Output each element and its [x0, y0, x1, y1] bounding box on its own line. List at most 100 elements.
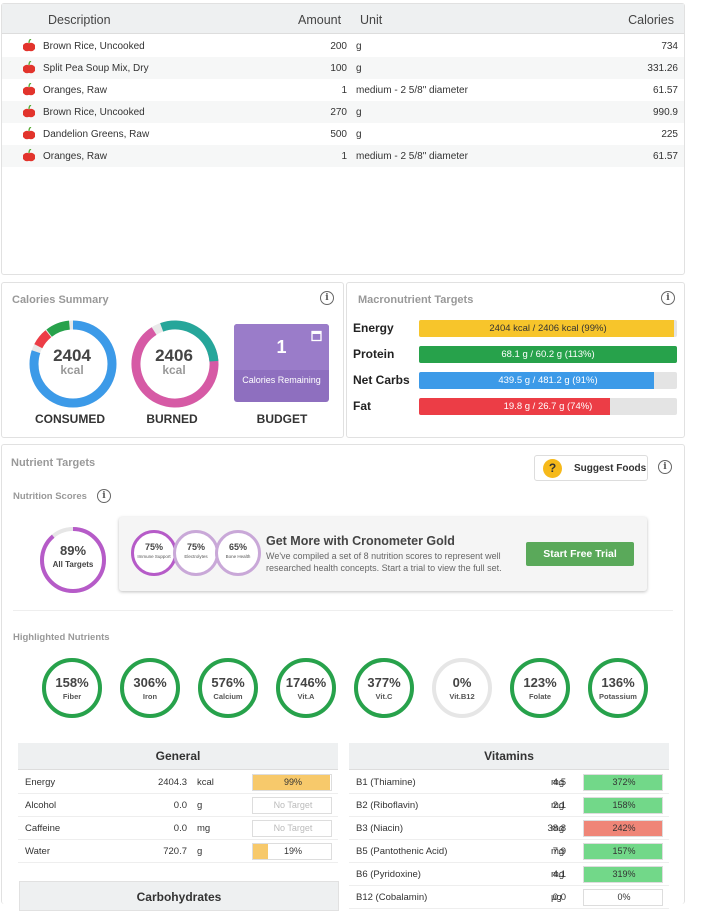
macro-bar[interactable]: 19.8 g / 26.7 g (74%)	[419, 398, 677, 415]
highlight-ring[interactable]: 0% Vit.B12	[431, 657, 493, 719]
highlight-ring[interactable]: 306% Iron	[119, 657, 181, 719]
burned-unit: kcal	[162, 363, 186, 377]
start-free-trial-button[interactable]: Start Free Trial	[526, 542, 634, 566]
col-unit[interactable]: Unit	[360, 13, 383, 27]
food-calories: 990.9	[652, 107, 678, 118]
diary-table: Description Amount Unit Calories Brown R…	[1, 3, 685, 275]
nutrient-row[interactable]: Water 720.7 g 19%	[18, 840, 338, 863]
macro-bar[interactable]: 439.5 g / 481.2 g (91%)	[419, 372, 677, 389]
all-targets-label: All Targets	[52, 560, 94, 569]
food-unit: medium - 2 5/8" diameter	[356, 151, 468, 162]
nutrient-progress-bar: 99%	[252, 774, 332, 791]
highlight-name: Folate	[528, 692, 552, 701]
highlight-ring[interactable]: 1746% Vit.A	[275, 657, 337, 719]
macro-label: Fat	[353, 399, 371, 413]
food-amount: 1	[341, 151, 347, 162]
nutrient-percent: 157%	[612, 846, 636, 856]
general-table: General Energy 2404.3 kcal 99% Alcohol 0.0 g No…	[18, 743, 338, 913]
nutrient-row[interactable]: B1 (Thiamine) 4.5 mg 372%	[349, 771, 669, 794]
highlighted-nutrients-title: Highlighted Nutrients	[13, 632, 110, 643]
col-amount[interactable]: Amount	[298, 13, 342, 27]
highlight-ring[interactable]: 576% Calcium	[197, 657, 259, 719]
macro-bar-text: 2404 kcal / 2406 kcal (99%)	[489, 323, 607, 334]
macro-label: Energy	[353, 321, 394, 335]
macro-bar-fill	[419, 320, 675, 337]
diary-row[interactable]: Dandelion Greens, Raw 500 g 225	[2, 123, 684, 145]
nutrient-progress-bar: 372%	[583, 774, 663, 791]
apple-icon	[22, 60, 36, 74]
nutrient-unit: g	[197, 800, 203, 811]
food-calories: 734	[661, 41, 678, 52]
nutrient-name: Water	[25, 846, 50, 857]
food-name: Brown Rice, Uncooked	[43, 107, 145, 118]
info-icon[interactable]: i	[658, 460, 672, 474]
food-name: Oranges, Raw	[43, 85, 107, 96]
col-calories[interactable]: Calories	[628, 13, 674, 27]
highlight-name: Fiber	[62, 692, 82, 701]
food-amount: 500	[330, 129, 347, 140]
nutrient-progress-bar: 19%	[252, 843, 332, 860]
nutrient-row[interactable]: B5 (Pantothenic Acid) 7.9 mg 157%	[349, 840, 669, 863]
nutrient-row[interactable]: Alcohol 0.0 g No Target	[18, 794, 338, 817]
highlight-ring[interactable]: 136% Potassium	[587, 657, 649, 719]
info-icon[interactable]: i	[97, 489, 111, 503]
diary-row[interactable]: Oranges, Raw 1 medium - 2 5/8" diameter 61.…	[2, 145, 684, 167]
burned-ring	[131, 320, 219, 408]
highlight-ring[interactable]: 158% Fiber	[41, 657, 103, 719]
nutrient-row[interactable]: B3 (Niacin) 38.8 mg 242%	[349, 817, 669, 840]
macro-bar-fill	[419, 372, 654, 389]
nutrient-unit: kcal	[197, 777, 214, 788]
info-icon[interactable]: i	[320, 291, 334, 305]
nutrient-unit: mg	[551, 869, 565, 880]
apple-icon	[22, 126, 36, 140]
consumed-value: 2404	[53, 346, 91, 365]
highlight-value: 306%	[133, 675, 167, 690]
info-icon[interactable]: i	[661, 291, 675, 305]
mini-score-value: 75%	[144, 542, 163, 552]
mini-score-label: Electrolytes	[184, 554, 208, 559]
highlight-name: Calcium	[213, 692, 243, 701]
gold-description: We've compiled a set of 8 nutrition scor…	[266, 551, 502, 573]
mini-score-ring: 75% Electrolytes	[173, 530, 219, 576]
nutrient-unit: mg	[197, 823, 211, 834]
col-description[interactable]: Description	[48, 13, 111, 27]
nutrient-row[interactable]: B2 (Riboflavin) 2.1 mg 158%	[349, 794, 669, 817]
nutrient-row[interactable]: Caffeine 0.0 mg No Target	[18, 817, 338, 840]
macro-targets-title: Macronutrient Targets	[358, 294, 474, 306]
macro-label: Net Carbs	[353, 373, 410, 387]
nutrient-row[interactable]: Energy 2404.3 kcal 99%	[18, 771, 338, 794]
nutrient-unit: µg	[551, 892, 562, 903]
suggest-foods-button[interactable]: ? Suggest Foods	[534, 455, 648, 481]
budget-card[interactable]: 1 Calories Remaining	[234, 324, 329, 402]
diary-row[interactable]: Split Pea Soup Mix, Dry 100 g 331.26	[2, 57, 684, 79]
nutrient-progress-fill	[253, 775, 331, 790]
nutrient-progress-bar: 0%	[583, 889, 663, 906]
all-targets-ring	[40, 527, 106, 593]
nutrient-progress-fill	[584, 798, 662, 813]
highlight-ring[interactable]: 123% Folate	[509, 657, 571, 719]
nutrient-percent: 242%	[612, 823, 636, 833]
diary-row[interactable]: Oranges, Raw 1 medium - 2 5/8" diameter 61.…	[2, 79, 684, 101]
nutrient-amount: 4.5	[552, 777, 566, 788]
diary-row[interactable]: Brown Rice, Uncooked 270 g 990.9	[2, 101, 684, 123]
diary-row[interactable]: Brown Rice, Uncooked 200 g 734	[2, 35, 684, 57]
food-amount: 1	[341, 85, 347, 96]
nutrient-targets-panel: Nutrient Targets ? Suggest Foods i Nutri…	[1, 444, 685, 911]
food-calories: 61.57	[652, 85, 678, 96]
macro-bar[interactable]: 68.1 g / 60.2 g (113%)	[419, 346, 677, 363]
apple-icon	[22, 38, 36, 52]
nutrient-row[interactable]: B12 (Cobalamin) 0.0 µg 0%	[349, 886, 669, 909]
macro-bar-text: 68.1 g / 60.2 g (113%)	[501, 349, 595, 360]
highlight-name: Potassium	[599, 692, 637, 701]
nutrient-name: Caffeine	[25, 823, 61, 834]
calories-summary-panel: Calories Summary i 2404 kcal CONSUMED 24…	[1, 282, 344, 438]
macro-bar[interactable]: 2404 kcal / 2406 kcal (99%)	[419, 320, 677, 337]
nutrient-progress-fill	[584, 844, 662, 859]
highlight-ring[interactable]: 377% Vit.C	[353, 657, 415, 719]
nutrient-row[interactable]: B6 (Pyridoxine) 4.1 mg 319%	[349, 863, 669, 886]
carbohydrates-title: Carbohydrates	[19, 881, 339, 911]
gold-title: Get More with Cronometer Gold	[266, 534, 455, 548]
food-name: Brown Rice, Uncooked	[43, 41, 145, 52]
mini-score-label: Immune Support	[137, 554, 171, 559]
nutrient-unit: mg	[551, 846, 565, 857]
